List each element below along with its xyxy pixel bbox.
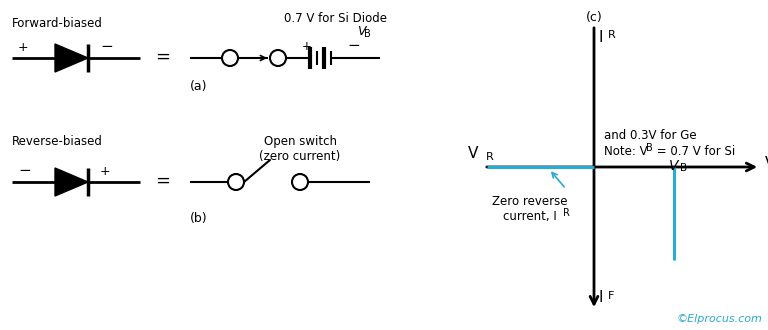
Polygon shape xyxy=(55,44,88,72)
Text: +: + xyxy=(18,41,28,54)
Text: +: + xyxy=(302,40,312,53)
Text: −: − xyxy=(347,38,359,53)
Text: +: + xyxy=(100,165,111,178)
Text: I: I xyxy=(599,29,604,45)
Text: Open switch
(zero current): Open switch (zero current) xyxy=(260,135,341,163)
Text: V: V xyxy=(765,155,768,171)
Text: ©Elprocus.com: ©Elprocus.com xyxy=(676,314,762,324)
Text: V: V xyxy=(669,159,679,173)
Text: current, I: current, I xyxy=(503,210,557,223)
Circle shape xyxy=(222,50,238,66)
Text: B: B xyxy=(680,163,687,173)
Text: F: F xyxy=(608,291,614,301)
Circle shape xyxy=(228,174,244,190)
Text: Note: V: Note: V xyxy=(604,145,647,158)
Text: −: − xyxy=(100,39,113,54)
Text: =: = xyxy=(155,48,170,66)
Text: V: V xyxy=(357,25,366,38)
Text: = 0.7 V for Si: = 0.7 V for Si xyxy=(653,145,735,158)
Text: Zero reverse: Zero reverse xyxy=(492,195,568,208)
Text: R: R xyxy=(608,30,616,40)
Text: −: − xyxy=(18,163,31,178)
Text: (a): (a) xyxy=(190,80,207,93)
Text: R: R xyxy=(563,208,570,218)
Text: Forward-biased: Forward-biased xyxy=(12,17,103,30)
Circle shape xyxy=(270,50,286,66)
Circle shape xyxy=(292,174,308,190)
Text: B: B xyxy=(646,143,653,153)
Text: 0.7 V for Si Diode: 0.7 V for Si Diode xyxy=(283,12,386,25)
Text: Reverse-biased: Reverse-biased xyxy=(12,135,103,148)
Text: =: = xyxy=(155,172,170,190)
Text: and 0.3V for Ge: and 0.3V for Ge xyxy=(604,129,697,142)
Text: (c): (c) xyxy=(586,11,602,24)
Polygon shape xyxy=(55,168,88,196)
Text: R: R xyxy=(486,152,494,162)
Text: V: V xyxy=(468,146,478,160)
Text: (b): (b) xyxy=(190,212,207,225)
Text: B: B xyxy=(364,29,371,39)
Text: I: I xyxy=(599,290,604,306)
